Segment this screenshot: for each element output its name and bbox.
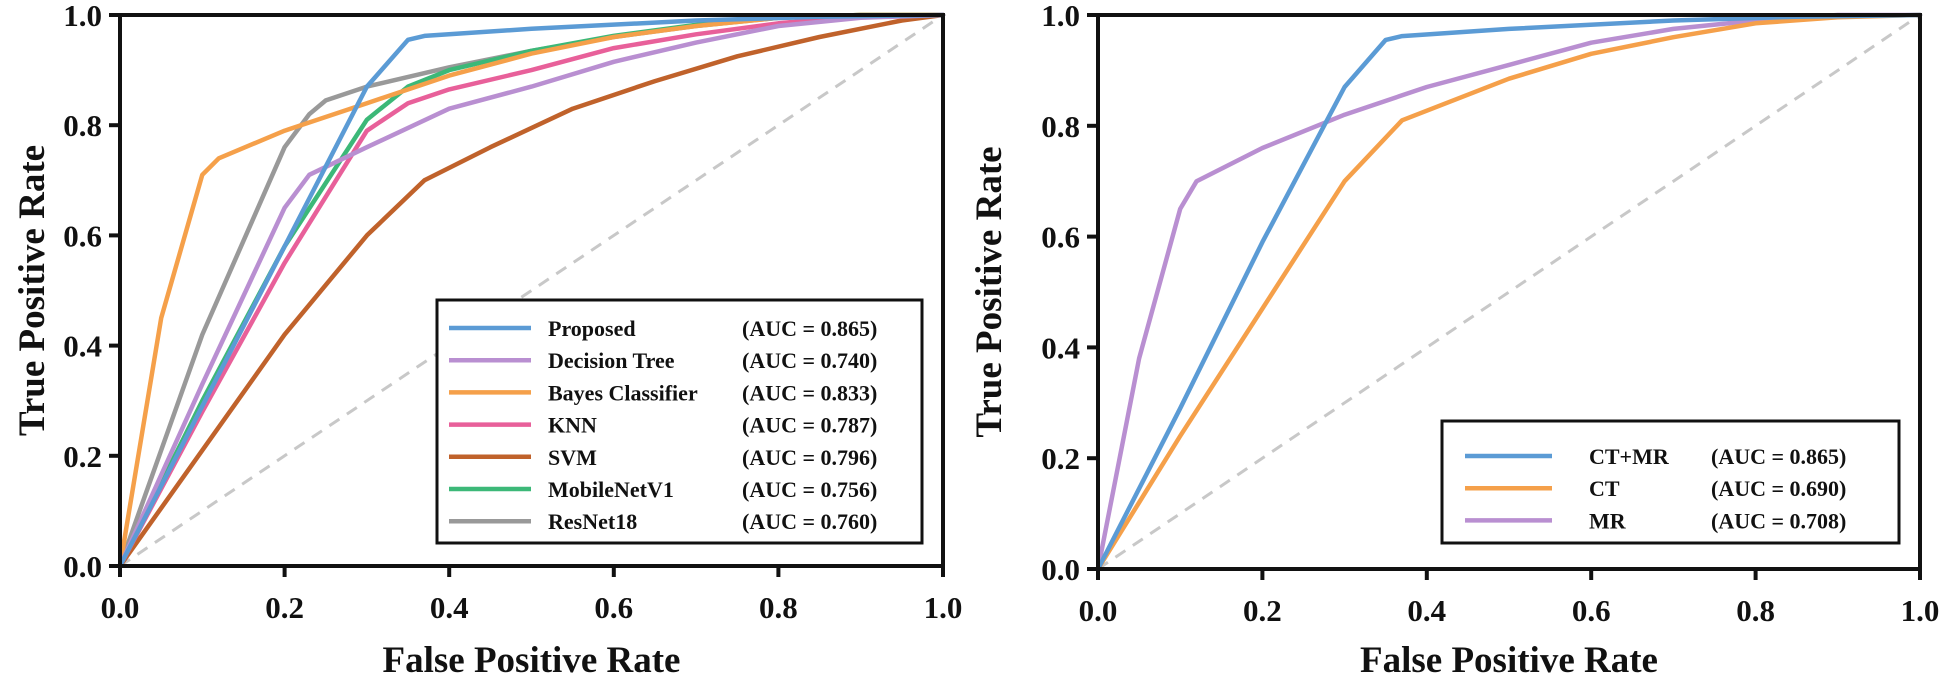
legend-auc: (AUC = 0.833): [742, 380, 877, 405]
y-axis-title: True Positive Rate: [969, 146, 1010, 437]
plot-frame: [1096, 13, 1922, 571]
reference-diagonal: [1097, 13, 1921, 571]
y-tick-label: 0.2: [1041, 441, 1080, 476]
x-tick-label: 0.4: [1407, 593, 1446, 628]
legend-label: Proposed: [548, 316, 636, 341]
legend-box: [1440, 419, 1901, 545]
legend-box: [435, 298, 924, 545]
roc-panel-left: 0.0 0.2 0.4 0.6 0.8 1.0 0.0 0.2 0.4 0.6 0.8 1.0 Fals…: [12, 0, 962, 678]
roc-curve-ct: [1095, 12, 1923, 572]
x-axis-title: False Positive Rate: [1360, 640, 1658, 678]
y-tick-label: 0.6: [63, 218, 102, 253]
x-tick-label: 0.6: [1572, 593, 1611, 628]
legend-auc: (AUC = 0.690): [1711, 476, 1846, 501]
y-tick-label: 0.6: [1041, 220, 1080, 255]
legend-label: SVM: [548, 445, 597, 470]
y-axis-title: True Positive Rate: [12, 145, 53, 436]
x-tick-label: 0.4: [430, 590, 469, 625]
legend-auc: (AUC = 0.865): [742, 316, 877, 341]
x-tick-label: 0.0: [101, 590, 140, 625]
legend-label: MR: [1589, 508, 1627, 533]
y-tick-label: 0.8: [63, 108, 102, 143]
plot-frame: [118, 13, 945, 568]
y-tick-label: 1.0: [1041, 0, 1080, 33]
legend-auc: (AUC = 0.865): [1711, 444, 1846, 469]
x-tick-label: 1.0: [1901, 593, 1940, 628]
legend-label: CT+MR: [1589, 444, 1670, 469]
legend-label: ResNet18: [548, 509, 637, 534]
y-tick-label: 0.0: [1041, 552, 1080, 587]
x-tick-label: 0.8: [1736, 593, 1775, 628]
legend-label: MobileNetV1: [548, 477, 674, 502]
roc-curve-proposed: [117, 12, 946, 569]
legend-auc: (AUC = 0.708): [1711, 508, 1846, 533]
x-tick-label: 0.2: [265, 590, 304, 625]
legend-auc: (AUC = 0.756): [742, 477, 877, 502]
x-tick-label: 1.0: [924, 590, 963, 625]
y-tick-label: 0.4: [1041, 330, 1080, 365]
legend-label: Decision Tree: [548, 348, 675, 373]
x-tick-label: 0.0: [1079, 593, 1118, 628]
legend-auc: (AUC = 0.796): [742, 445, 877, 470]
legend-auc: (AUC = 0.740): [742, 348, 877, 373]
y-tick-label: 0.2: [63, 439, 102, 474]
y-tick-label: 1.0: [63, 0, 102, 33]
x-tick-label: 0.2: [1243, 593, 1282, 628]
roc-curve-svm: [117, 12, 946, 569]
y-tick-label: 0.4: [63, 329, 102, 364]
legend-auc: (AUC = 0.760): [742, 509, 877, 534]
reference-diagonal: [119, 13, 944, 568]
roc-curve-mr: [1095, 12, 1923, 572]
roc-curve-ct-mr: [1095, 12, 1923, 572]
legend-label: KNN: [548, 413, 597, 438]
legend-label: Bayes Classifier: [548, 380, 698, 405]
roc-panel-right: 0.0 0.2 0.4 0.6 0.8 1.0 0.0 0.2 0.4 0.6 0.8 1.0 Fals…: [969, 0, 1939, 678]
x-tick-label: 0.6: [594, 590, 633, 625]
legend-auc: (AUC = 0.787): [742, 413, 877, 438]
roc-curve-decision-tree: [117, 12, 946, 569]
x-axis-title: False Positive Rate: [383, 640, 681, 678]
x-tick-label: 0.8: [759, 590, 798, 625]
legend-label: CT: [1589, 476, 1620, 501]
y-tick-label: 0.0: [63, 549, 102, 584]
y-tick-label: 0.8: [1041, 109, 1080, 144]
roc-curve-knn: [117, 12, 946, 569]
